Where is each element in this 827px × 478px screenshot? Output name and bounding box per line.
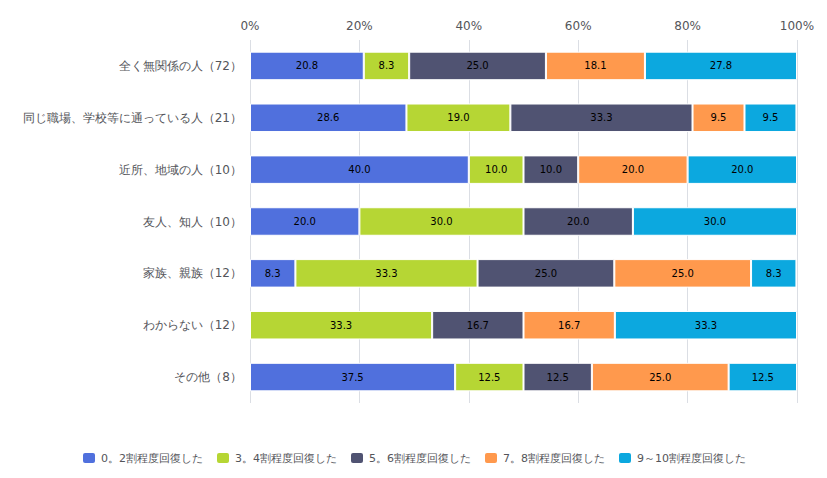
- svg-text:33.3: 33.3: [590, 112, 612, 123]
- svg-text:18.1: 18.1: [584, 60, 606, 71]
- svg-text:33.3: 33.3: [330, 320, 352, 331]
- svg-text:9.5: 9.5: [711, 112, 727, 123]
- svg-text:20.0: 20.0: [294, 216, 316, 227]
- svg-text:友人、知人（10）: 友人、知人（10）: [143, 215, 242, 229]
- svg-text:12.5: 12.5: [478, 372, 500, 383]
- svg-text:家族、親族（12）: 家族、親族（12）: [143, 266, 242, 280]
- svg-text:12.5: 12.5: [752, 372, 774, 383]
- svg-text:100%: 100%: [780, 19, 814, 33]
- svg-text:37.5: 37.5: [341, 372, 363, 383]
- svg-text:20.0: 20.0: [731, 164, 753, 175]
- svg-text:10.0: 10.0: [485, 164, 507, 175]
- svg-text:12.5: 12.5: [547, 372, 569, 383]
- svg-text:28.6: 28.6: [317, 112, 339, 123]
- svg-text:8.3: 8.3: [265, 268, 281, 279]
- svg-text:25.0: 25.0: [672, 268, 694, 279]
- svg-text:10.0: 10.0: [540, 164, 562, 175]
- svg-text:33.3: 33.3: [375, 268, 397, 279]
- svg-text:わからない（12）: わからない（12）: [143, 318, 242, 332]
- svg-text:全く無関係の人（72）: 全く無関係の人（72）: [119, 59, 242, 73]
- svg-text:80%: 80%: [674, 19, 701, 33]
- svg-text:40%: 40%: [455, 19, 482, 33]
- svg-text:0。2割程度回復した: 0。2割程度回復した: [101, 452, 203, 465]
- svg-text:7。8割程度回復した: 7。8割程度回復した: [503, 452, 605, 465]
- svg-text:20%: 20%: [346, 19, 373, 33]
- svg-text:20.0: 20.0: [567, 216, 589, 227]
- svg-text:60%: 60%: [565, 19, 592, 33]
- svg-text:近所、地域の人（10）: 近所、地域の人（10）: [119, 163, 242, 177]
- svg-text:20.0: 20.0: [622, 164, 644, 175]
- svg-text:16.7: 16.7: [558, 320, 580, 331]
- svg-text:3。4割程度回復した: 3。4割程度回復した: [235, 452, 337, 465]
- svg-text:16.7: 16.7: [467, 320, 489, 331]
- svg-text:20.8: 20.8: [296, 60, 318, 71]
- svg-text:30.0: 30.0: [704, 216, 726, 227]
- svg-text:8.3: 8.3: [379, 60, 395, 71]
- svg-text:25.0: 25.0: [535, 268, 557, 279]
- svg-text:5。6割程度回復した: 5。6割程度回復した: [369, 452, 471, 465]
- svg-text:同じ職場、学校等に通っている人（21）: 同じ職場、学校等に通っている人（21）: [23, 111, 242, 125]
- svg-text:0%: 0%: [240, 19, 259, 33]
- svg-text:27.8: 27.8: [710, 60, 732, 71]
- svg-text:その他（8）: その他（8）: [174, 370, 242, 384]
- svg-text:9.5: 9.5: [763, 112, 779, 123]
- svg-text:30.0: 30.0: [430, 216, 452, 227]
- svg-text:33.3: 33.3: [695, 320, 717, 331]
- svg-text:40.0: 40.0: [348, 164, 370, 175]
- svg-text:8.3: 8.3: [766, 268, 782, 279]
- svg-text:25.0: 25.0: [649, 372, 671, 383]
- svg-text:9～10割程度回復した: 9～10割程度回復した: [637, 452, 746, 465]
- svg-text:25.0: 25.0: [466, 60, 488, 71]
- svg-text:19.0: 19.0: [447, 112, 469, 123]
